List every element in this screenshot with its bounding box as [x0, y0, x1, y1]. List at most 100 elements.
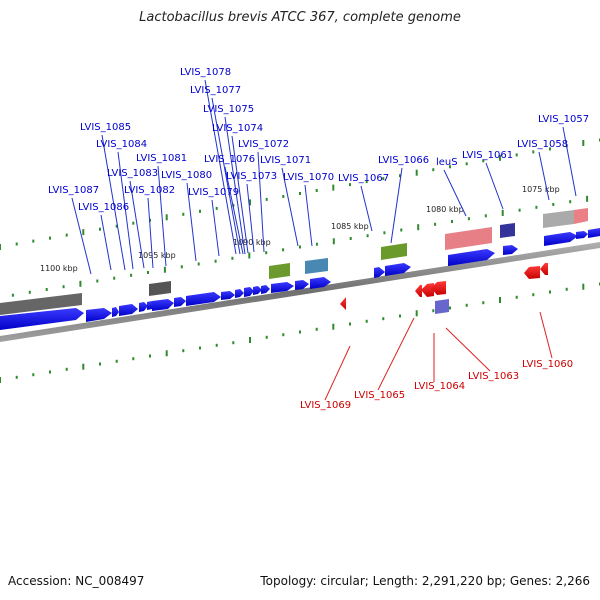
gene-label-reverse: LVIS_1069 [300, 400, 351, 411]
feature-box-violet [435, 299, 449, 314]
gene-label-forward: LVIS_1076 [204, 154, 255, 165]
leader-line [129, 180, 145, 269]
gene-label-forward: LVIS_1077 [190, 85, 241, 96]
leader-line [324, 345, 351, 401]
leader-line [538, 151, 550, 201]
feature-box-pink [445, 227, 492, 250]
feature-box-gray [0, 293, 82, 315]
feature-box-olive [269, 263, 290, 279]
gene-label-forward: LVIS_1070 [283, 172, 334, 183]
leader-line [100, 214, 112, 271]
forward-gene-arrow [112, 307, 119, 317]
forward-gene-arrow [503, 245, 518, 255]
forward-gene-arrow [310, 277, 331, 289]
reverse-gene-arrow [421, 283, 434, 297]
kbp-label: 1090 kbp [233, 238, 271, 247]
leader-line [445, 327, 491, 372]
kbp-label: 1075 kbp [522, 185, 560, 194]
forward-gene-arrow [544, 232, 578, 246]
leader-line [224, 116, 246, 255]
kbp-label: 1080 kbp [426, 205, 464, 214]
leader-line [562, 126, 577, 197]
leader-line [246, 183, 255, 253]
feature-box-gray [149, 281, 171, 296]
forward-gene-arrow [448, 249, 495, 266]
gene-label-forward: LVIS_1057 [538, 114, 589, 125]
feature-box-olive [381, 243, 407, 260]
gene-label-forward: LVIS_1084 [96, 139, 147, 150]
leader-line [390, 167, 403, 244]
feature-box-pink [574, 208, 588, 224]
forward-gene-arrow [0, 308, 84, 330]
leader-line [443, 169, 467, 217]
kbp-label: 1095 kbp [138, 251, 176, 260]
kbp-label: 1085 kbp [331, 222, 369, 231]
gene-label-forward: LVIS_1061 [462, 150, 513, 161]
leader-line [485, 162, 504, 210]
leader-line [186, 182, 197, 262]
genome-backbone [0, 242, 600, 342]
kbp-scale: 1100 kbp 1095 kbp 1090 kbp 1085 kbp 1080… [40, 185, 560, 273]
leader-line [360, 185, 373, 232]
gene-label-forward: LVIS_1079 [188, 187, 239, 198]
reverse-genes [340, 263, 548, 310]
gene-label-reverse: LVIS_1060 [522, 359, 573, 370]
forward-gene-arrow [253, 286, 262, 295]
feature-box-silver [543, 210, 574, 228]
gene-label-forward: leuS [436, 157, 458, 168]
gene-label-forward: LVIS_1085 [80, 122, 131, 133]
gene-label-forward: LVIS_1086 [78, 202, 129, 213]
gene-label-forward: LVIS_1058 [517, 139, 568, 150]
reverse-gene-arrow [524, 266, 540, 279]
gene-label-forward: LVIS_1087 [48, 185, 99, 196]
reverse-gene-arrow [540, 263, 548, 275]
forward-gene-arrow [221, 291, 235, 300]
leader-line [539, 311, 553, 359]
forward-gene-arrow [244, 287, 254, 297]
forward-gene-arrow [576, 231, 588, 239]
gene-label-forward: LVIS_1067 [338, 173, 389, 184]
leader-line [224, 166, 244, 255]
kbp-label: 1100 kbp [40, 264, 78, 273]
leader-line [304, 184, 313, 247]
gene-label-forward: LVIS_1082 [124, 185, 175, 196]
topology-text: Topology: circular; Length: 2,291,220 bp… [260, 574, 590, 588]
forward-gene-arrow [261, 285, 270, 294]
gene-label-forward: LVIS_1073 [226, 171, 277, 182]
forward-genes [0, 228, 600, 330]
label-leader-lines [71, 79, 577, 401]
gene-label-forward: LVIS_1083 [107, 168, 158, 179]
gene-label-forward: LVIS_1071 [260, 155, 311, 166]
leader-line [377, 317, 415, 391]
feature-boxes [0, 208, 588, 315]
accession-text: Accession: NC_008497 [8, 574, 145, 588]
gene-label-forward: LVIS_1081 [136, 153, 187, 164]
leader-line [211, 97, 241, 255]
forward-gene-arrow [86, 308, 112, 322]
leader-line [211, 199, 220, 257]
forward-labels: LVIS_1078 LVIS_1077 LVIS_1075 LVIS_1074 LVIS… [48, 67, 589, 213]
scale-ticks [0, 138, 600, 383]
leader-line [101, 134, 126, 271]
reverse-gene-arrow [415, 285, 422, 297]
map-title: Lactobacillus brevis ATCC 367, complete … [139, 10, 461, 25]
leader-line [231, 135, 249, 254]
leader-line [157, 165, 167, 267]
reverse-gene-arrow [340, 297, 346, 310]
gene-label-reverse: LVIS_1064 [414, 381, 465, 392]
leader-line [204, 79, 237, 255]
gene-label-reverse: LVIS_1063 [468, 371, 519, 382]
forward-gene-arrow [295, 280, 309, 290]
gene-label-forward: LVIS_1078 [180, 67, 231, 78]
leader-line [257, 151, 265, 253]
feature-box-teal [305, 258, 328, 274]
forward-gene-arrow [588, 228, 600, 238]
forward-gene-arrow [235, 289, 244, 298]
forward-gene-arrow [119, 304, 138, 316]
forward-gene-arrow [374, 267, 385, 278]
gene-label-forward: LVIS_1075 [203, 104, 254, 115]
gene-label-reverse: LVIS_1065 [354, 390, 405, 401]
gene-label-forward: LVIS_1074 [212, 123, 263, 134]
